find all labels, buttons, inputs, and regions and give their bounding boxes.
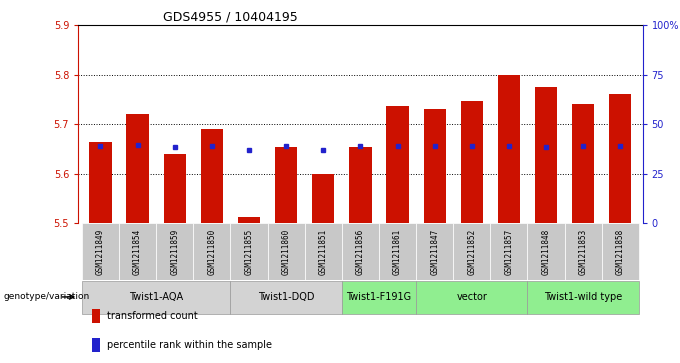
Text: GSM1211851: GSM1211851 [319, 228, 328, 274]
Text: GSM1211858: GSM1211858 [616, 228, 625, 274]
Bar [460, 101, 483, 223]
Text: transformed count: transformed count [107, 311, 197, 321]
Bar [528, 281, 639, 314]
Bar [119, 223, 156, 280]
Bar [342, 223, 379, 280]
Text: GSM1211849: GSM1211849 [96, 228, 105, 274]
Text: GSM1211856: GSM1211856 [356, 228, 365, 274]
Bar [609, 94, 632, 223]
Text: GSM1211859: GSM1211859 [170, 228, 180, 274]
Bar [82, 223, 119, 280]
Bar [238, 217, 260, 223]
Bar [193, 223, 231, 280]
Text: GSM1211850: GSM1211850 [207, 228, 216, 274]
Bar [350, 147, 371, 223]
Bar [201, 129, 223, 223]
Bar [164, 154, 186, 223]
Text: GDS4955 / 10404195: GDS4955 / 10404195 [163, 11, 298, 24]
Bar [498, 75, 520, 223]
Text: GSM1211855: GSM1211855 [245, 228, 254, 274]
Text: percentile rank within the sample: percentile rank within the sample [107, 340, 272, 350]
Bar [275, 147, 297, 223]
Text: GSM1211847: GSM1211847 [430, 228, 439, 274]
Bar [305, 223, 342, 280]
Bar [231, 281, 342, 314]
Bar [342, 281, 416, 314]
Bar [602, 223, 639, 280]
Bar [156, 223, 193, 280]
Bar [386, 106, 409, 223]
Bar [454, 223, 490, 280]
Bar [528, 223, 564, 280]
Text: GSM1211861: GSM1211861 [393, 228, 402, 274]
Text: Twist1-DQD: Twist1-DQD [258, 292, 314, 302]
Text: GSM1211860: GSM1211860 [282, 228, 290, 274]
Bar [89, 142, 112, 223]
Bar [416, 223, 454, 280]
Text: Twist1-F191G: Twist1-F191G [346, 292, 411, 302]
Bar [126, 114, 149, 223]
Bar [231, 223, 267, 280]
Bar [572, 103, 594, 223]
Text: Twist1-wild type: Twist1-wild type [544, 292, 622, 302]
Text: GSM1211857: GSM1211857 [505, 228, 513, 274]
Bar [564, 223, 602, 280]
Bar [535, 87, 557, 223]
Text: GSM1211853: GSM1211853 [579, 228, 588, 274]
Text: GSM1211854: GSM1211854 [133, 228, 142, 274]
Bar [490, 223, 528, 280]
Bar [312, 174, 335, 223]
Text: vector: vector [456, 292, 488, 302]
Bar [267, 223, 305, 280]
Bar [379, 223, 416, 280]
Text: GSM1211848: GSM1211848 [541, 228, 551, 274]
Bar [82, 281, 231, 314]
Text: Twist1-AQA: Twist1-AQA [129, 292, 183, 302]
Text: GSM1211852: GSM1211852 [467, 228, 476, 274]
Bar [424, 110, 446, 223]
Bar [416, 281, 528, 314]
Text: genotype/variation: genotype/variation [3, 293, 90, 301]
